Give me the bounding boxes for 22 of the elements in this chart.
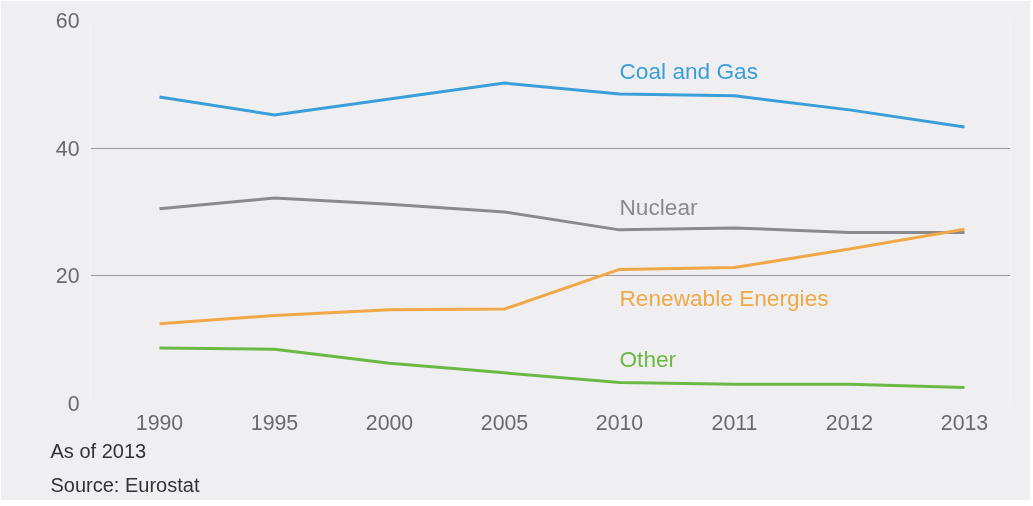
x-tick-label: 2010: [595, 410, 644, 435]
x-tick-label: 1995: [250, 410, 299, 435]
series-label: Renewable Energies: [619, 285, 829, 312]
line-series: [158, 227, 966, 326]
y-tick-label: 60: [55, 9, 80, 33]
y-tick-label: 0: [67, 392, 80, 416]
series-label: Coal and Gas: [619, 57, 759, 84]
x-tick-label: 1990: [135, 410, 184, 435]
x-tick-label: 2000: [365, 410, 414, 435]
series-label: Other: [619, 346, 677, 373]
y-tick-label: 20: [55, 264, 80, 289]
line-series: [158, 196, 966, 234]
x-tick-label: 2013: [940, 410, 989, 435]
x-tick-label: 2011: [711, 410, 758, 435]
source-note: Source: Eurostat: [50, 473, 200, 496]
x-tick-label: 2005: [480, 410, 529, 435]
text: As of 2013: [50, 439, 147, 462]
line-series: [158, 346, 966, 390]
y-tick-label: 40: [55, 136, 80, 161]
line-series: [158, 81, 966, 129]
x-tick-label: 2012: [825, 410, 874, 435]
series-label: Nuclear: [619, 193, 699, 220]
